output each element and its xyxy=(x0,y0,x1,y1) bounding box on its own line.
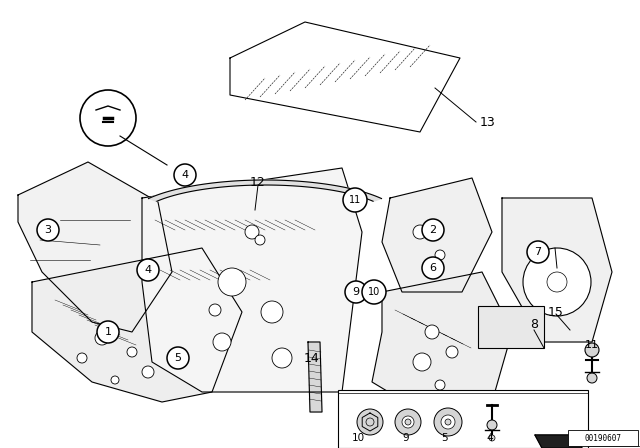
Circle shape xyxy=(77,353,87,363)
Text: 3: 3 xyxy=(45,225,51,235)
Circle shape xyxy=(345,281,367,303)
Circle shape xyxy=(137,259,159,281)
Circle shape xyxy=(255,235,265,245)
Circle shape xyxy=(402,416,414,428)
Circle shape xyxy=(434,408,462,436)
Circle shape xyxy=(441,415,455,429)
Circle shape xyxy=(167,347,189,369)
Text: 14: 14 xyxy=(304,352,320,365)
Circle shape xyxy=(523,248,591,316)
Circle shape xyxy=(585,343,599,357)
Text: 5: 5 xyxy=(442,433,448,443)
Polygon shape xyxy=(382,178,492,292)
Polygon shape xyxy=(372,272,512,412)
Bar xyxy=(568,430,638,446)
Bar xyxy=(338,390,588,448)
Circle shape xyxy=(425,325,439,339)
Circle shape xyxy=(395,409,421,435)
Circle shape xyxy=(435,380,445,390)
Circle shape xyxy=(446,346,458,358)
Circle shape xyxy=(435,250,445,260)
Text: 11: 11 xyxy=(585,340,599,350)
Circle shape xyxy=(527,241,549,263)
Circle shape xyxy=(174,164,196,186)
Circle shape xyxy=(272,348,292,368)
Circle shape xyxy=(111,376,119,384)
Text: 1: 1 xyxy=(104,327,111,337)
Text: 00190607: 00190607 xyxy=(584,434,621,443)
Circle shape xyxy=(445,419,451,425)
Text: 4: 4 xyxy=(486,433,493,443)
Circle shape xyxy=(413,225,427,239)
Circle shape xyxy=(37,219,59,241)
Text: 15: 15 xyxy=(548,306,564,319)
Text: 7: 7 xyxy=(534,247,541,257)
Text: 9: 9 xyxy=(403,433,410,443)
Text: 10: 10 xyxy=(351,433,365,443)
Text: 9: 9 xyxy=(353,287,360,297)
Polygon shape xyxy=(142,168,362,392)
Bar xyxy=(478,306,544,348)
Circle shape xyxy=(422,219,444,241)
Circle shape xyxy=(357,409,383,435)
Text: 11: 11 xyxy=(349,195,361,205)
Text: 13: 13 xyxy=(480,116,496,129)
Circle shape xyxy=(213,333,231,351)
Polygon shape xyxy=(148,180,381,201)
Text: 4: 4 xyxy=(145,265,152,275)
Text: 10: 10 xyxy=(368,287,380,297)
Polygon shape xyxy=(308,342,322,412)
Circle shape xyxy=(547,272,567,292)
Circle shape xyxy=(405,419,411,425)
Polygon shape xyxy=(18,162,172,332)
Circle shape xyxy=(80,90,136,146)
Circle shape xyxy=(209,304,221,316)
Text: 8: 8 xyxy=(530,319,538,332)
Circle shape xyxy=(422,257,444,279)
Circle shape xyxy=(413,353,431,371)
Circle shape xyxy=(127,347,137,357)
Text: 12: 12 xyxy=(250,176,266,189)
Polygon shape xyxy=(535,435,582,448)
Polygon shape xyxy=(32,248,242,402)
Circle shape xyxy=(95,331,109,345)
Circle shape xyxy=(366,418,374,426)
Circle shape xyxy=(97,321,119,343)
Circle shape xyxy=(261,301,283,323)
Circle shape xyxy=(343,188,367,212)
Text: 4: 4 xyxy=(181,170,189,180)
Polygon shape xyxy=(502,198,612,342)
Circle shape xyxy=(362,280,386,304)
Circle shape xyxy=(487,420,497,430)
Circle shape xyxy=(218,268,246,296)
Text: 6: 6 xyxy=(429,263,436,273)
Circle shape xyxy=(587,373,597,383)
Text: 5: 5 xyxy=(175,353,182,363)
Polygon shape xyxy=(230,22,460,132)
Circle shape xyxy=(489,435,495,441)
Text: 2: 2 xyxy=(429,225,436,235)
Circle shape xyxy=(142,366,154,378)
Circle shape xyxy=(245,225,259,239)
